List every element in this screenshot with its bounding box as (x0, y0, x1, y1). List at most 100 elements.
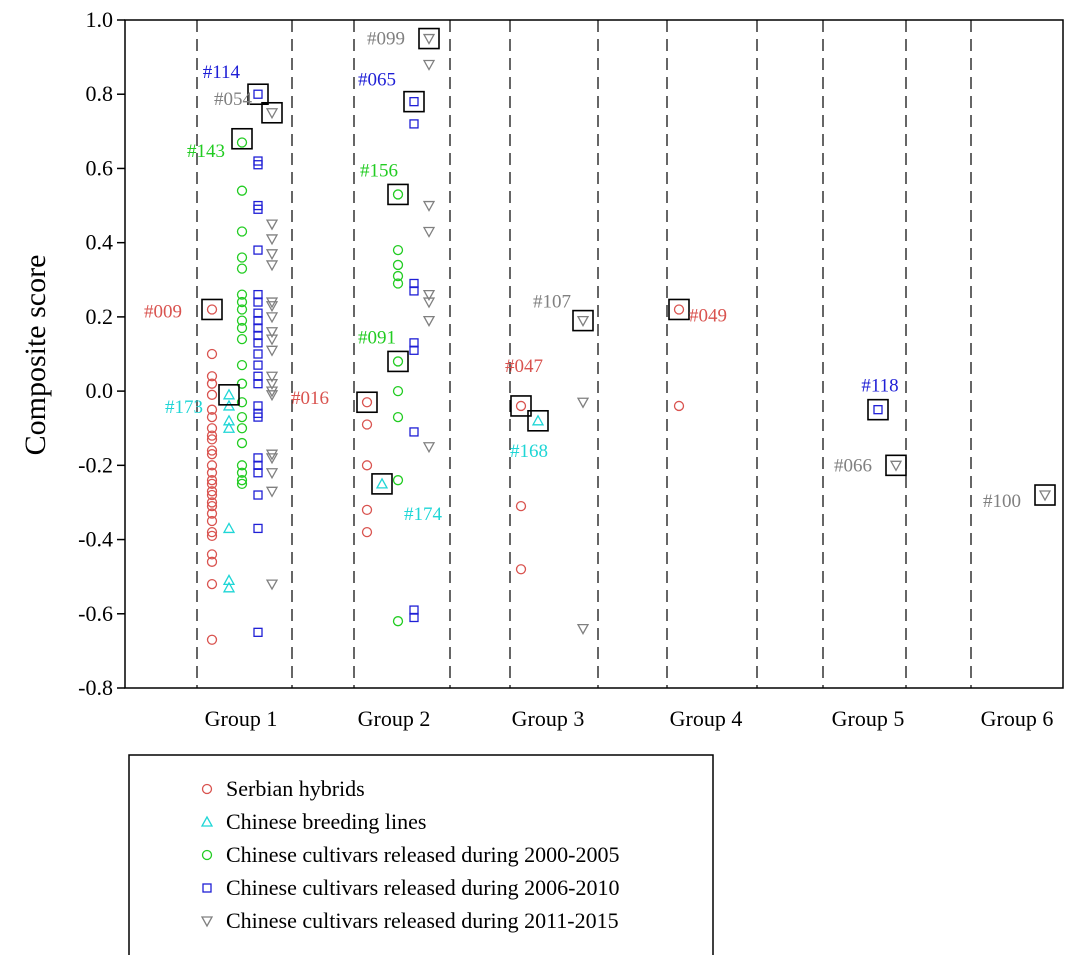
point-annotation: #049 (689, 305, 727, 326)
data-point (236, 263, 248, 274)
data-point (253, 297, 263, 307)
data-point (265, 301, 279, 313)
x-category-label: Group 2 (358, 706, 431, 731)
x-category-label: Group 5 (832, 706, 905, 731)
data-point (236, 411, 248, 423)
data-point (409, 427, 419, 437)
data-point (253, 468, 263, 478)
data-point (409, 612, 419, 623)
data-point (236, 460, 248, 471)
point-annotation: #173 (165, 397, 203, 418)
data-point (265, 486, 279, 498)
data-point (515, 400, 527, 412)
data-point (236, 475, 248, 486)
data-point (265, 468, 279, 480)
data-point (392, 278, 404, 289)
data-point (265, 345, 279, 357)
data-point (206, 411, 218, 423)
data-point (206, 497, 218, 508)
data-point (253, 627, 263, 637)
data-point (422, 297, 436, 309)
data-point (222, 388, 236, 400)
data-point (206, 445, 218, 456)
data-point (206, 486, 218, 497)
data-point (253, 412, 263, 422)
highlight-box (527, 409, 549, 432)
data-point (265, 219, 279, 231)
legend-marker (201, 783, 213, 795)
data-point (265, 234, 279, 246)
data-point (392, 411, 404, 423)
data-point (409, 119, 419, 129)
y-axis-title: Composite score (19, 255, 52, 456)
data-point (206, 478, 218, 490)
data-point (265, 379, 279, 391)
data-point (206, 526, 218, 538)
x-axis: Group 1 Group 2 Group 3 Group 4 Group 5 Group… (205, 706, 1054, 731)
data-point (206, 489, 218, 501)
data-point (392, 189, 404, 200)
y-tick-label: -0.8 (78, 675, 113, 700)
data-point (361, 419, 373, 430)
y-tick-label: 0.8 (86, 81, 114, 106)
legend-entry: Chinese cultivars released during 2011-2… (226, 908, 619, 933)
data-point (409, 286, 419, 296)
data-point (222, 421, 236, 433)
data-point (515, 501, 527, 512)
y-tick-label: 0.0 (86, 378, 114, 403)
data-point (236, 437, 248, 449)
data-point (361, 504, 373, 516)
data-point (253, 338, 263, 348)
data-point (265, 390, 279, 402)
point-annotation: #143 (187, 141, 225, 162)
data-point (265, 260, 279, 272)
data-point (265, 371, 279, 383)
data-point (422, 33, 436, 45)
data-point (236, 304, 248, 315)
data-point (361, 460, 373, 471)
legend-marker (202, 883, 212, 893)
legend-marker (200, 916, 214, 928)
point-annotation: #100 (983, 491, 1021, 512)
data-point (375, 477, 389, 489)
data-point (361, 397, 373, 408)
highlight-box (1034, 484, 1056, 506)
data-point (236, 322, 248, 334)
point-annotation: #066 (834, 455, 872, 476)
data-point (392, 270, 404, 282)
data-point (392, 385, 404, 397)
annotations: #114 #054 #143 #009 #173 #099 #065 #156 #091 #016… (144, 27, 1056, 525)
y-tick-label: 0.6 (86, 155, 114, 180)
data-point (265, 449, 279, 461)
y-tick-label: -0.2 (78, 452, 113, 477)
point-annotation: #054 (214, 89, 253, 110)
data-point (422, 289, 436, 301)
data-point (253, 360, 263, 370)
data-point (206, 556, 218, 567)
data-point (206, 378, 218, 389)
legend-entry: Chinese cultivars released during 2000-2… (226, 842, 619, 867)
data-point (222, 581, 236, 593)
data-point (253, 245, 263, 255)
data-point (206, 348, 218, 360)
data-point (392, 616, 404, 627)
y-tick-label: 0.4 (86, 230, 114, 255)
data-point (265, 453, 279, 465)
data-point (206, 578, 218, 590)
data-point (265, 327, 279, 339)
data-point (236, 423, 248, 434)
data-point (206, 389, 218, 400)
point-annotation: #091 (358, 327, 396, 348)
highlight-box (510, 395, 532, 417)
data-point (265, 579, 279, 591)
data-point (265, 334, 279, 346)
y-axis: -0.8 -0.6 -0.4 -0.2 0.0 0.2 0.4 0.6 0.8 1.0 (78, 7, 125, 700)
data-point (422, 59, 436, 71)
point-annotation: #009 (144, 301, 182, 322)
data-point (236, 226, 248, 237)
data-point (236, 359, 248, 371)
data-point (392, 244, 404, 256)
data-point (673, 400, 685, 412)
data-point (515, 564, 527, 575)
